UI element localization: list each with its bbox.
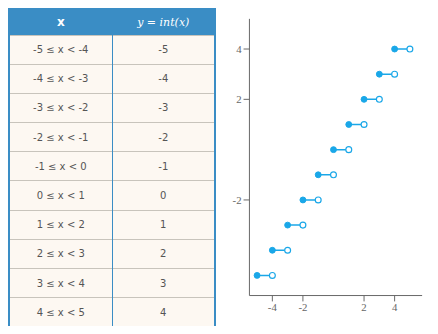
html-text:3 ≤ x < 4: 3 ≤ x < 4 [36,277,85,289]
html-text:-5 ≤ x < -4: -5 ≤ x < -4 [33,44,89,56]
svg-text:4: 4 [236,43,242,55]
html-text:-2 ≤ x < -1: -2 ≤ x < -1 [33,131,89,143]
html-text:y = int(x): y = int(x) [137,15,190,29]
html-text:0: 0 [160,190,167,201]
html-text:2: 2 [160,248,167,260]
html-text:3: 3 [160,277,167,289]
html-text:-3 ≤ x < -2: -3 ≤ x < -2 [33,102,89,114]
html-text:0 ≤ x < 1: 0 ≤ x < 1 [36,190,85,201]
svg-text:4: 4 [392,301,398,313]
html-text:4 ≤ x < 5: 4 ≤ x < 5 [36,306,85,318]
html-text:-3: -3 [158,102,169,114]
svg-text:-2: -2 [233,194,242,206]
svg-text:-2: -2 [298,301,307,313]
html-text:-1 ≤ x < 0: -1 ≤ x < 0 [34,160,87,172]
html-text:1: 1 [160,219,167,231]
svg-text:-4: -4 [268,301,278,313]
html-text:x: x [56,15,65,30]
svg-text:2: 2 [361,301,366,313]
html-text:-2: -2 [158,131,169,143]
html-text:4: 4 [160,306,167,318]
html-text:-5: -5 [158,44,169,56]
html-text:2 ≤ x < 3: 2 ≤ x < 3 [36,248,85,260]
html-text:-4: -4 [158,73,169,85]
html-text:-1: -1 [158,160,169,172]
html-text:1 ≤ x < 2: 1 ≤ x < 2 [36,219,85,231]
svg-text:2: 2 [236,93,241,105]
html-text:-4 ≤ x < -3: -4 ≤ x < -3 [33,73,89,85]
